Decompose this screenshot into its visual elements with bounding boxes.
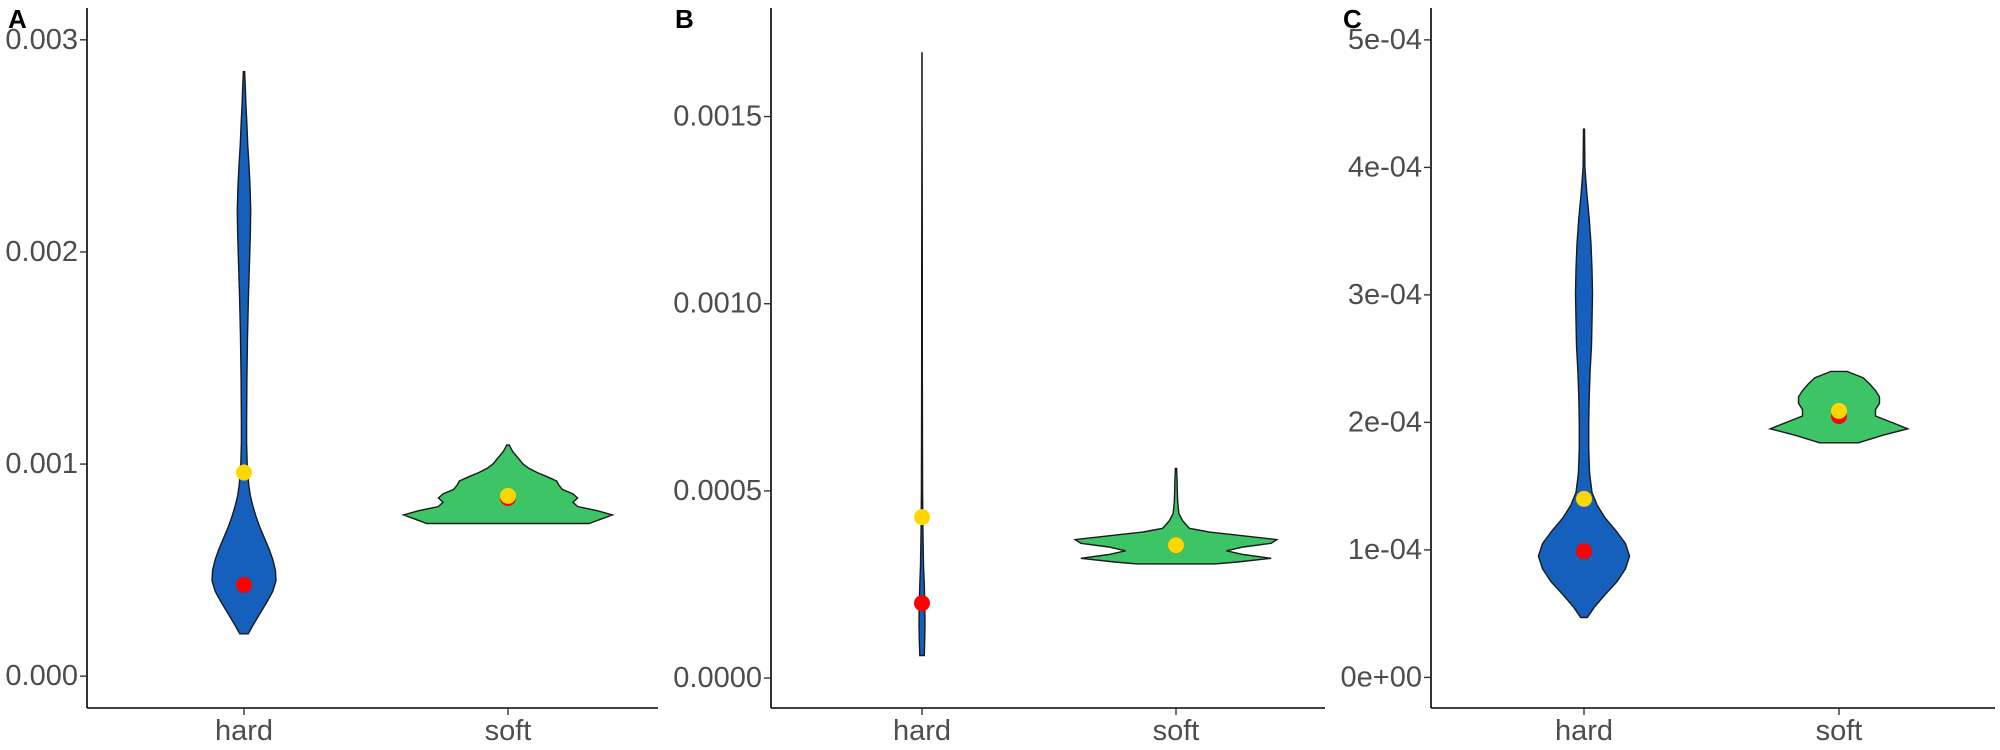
mean-point-hard (1576, 490, 1592, 507)
violin-hard (211, 70, 277, 635)
y-tick-label: 3e-04 (1348, 279, 1422, 311)
violin-hard (1537, 128, 1631, 619)
x-ticks-b: hard soft (893, 708, 1199, 747)
x-tick-label-soft: soft (1153, 715, 1200, 747)
y-tick-label: 0.000 (5, 660, 78, 692)
mean-point-hard (914, 509, 930, 526)
violin-soft (401, 444, 615, 525)
x-ticks-a: hard soft (215, 708, 531, 747)
x-ticks-c: hard soft (1555, 708, 1862, 747)
median-point-hard (1576, 543, 1592, 560)
y-tick-label: 0.002 (5, 236, 78, 268)
x-tick-label-hard: hard (215, 715, 273, 747)
x-tick-label-soft: soft (485, 715, 532, 747)
y-tick-label: 0.003 (5, 24, 78, 56)
y-tick-label: 0.001 (5, 448, 78, 480)
mean-point-soft (1168, 537, 1184, 554)
y-ticks-c: 0e+00 1e-04 2e-04 3e-04 4e-04 5e-04 (1341, 24, 1431, 693)
panel-a: A 0.000 0.001 0.002 0.003 hard soft (5, 4, 658, 747)
y-tick-label: 0.0010 (673, 288, 762, 320)
y-tick-label: 0e+00 (1341, 661, 1422, 693)
median-point-hard (236, 576, 252, 593)
mean-point-soft (1831, 402, 1847, 419)
y-ticks-a: 0.000 0.001 0.002 0.003 (5, 24, 87, 692)
mean-point-hard (236, 464, 252, 481)
y-tick-label: 2e-04 (1348, 406, 1422, 438)
x-tick-label-hard: hard (893, 715, 951, 747)
y-tick-label: 0.0005 (673, 475, 762, 507)
panel-label-c: C (1343, 4, 1362, 34)
median-point-hard (914, 595, 930, 612)
panel-label-b: B (675, 4, 694, 34)
y-tick-label: 4e-04 (1348, 151, 1422, 183)
violin-soft (1073, 467, 1279, 565)
y-tick-label: 5e-04 (1348, 24, 1422, 56)
x-tick-label-soft: soft (1816, 715, 1863, 747)
violin-hard (918, 52, 926, 657)
mean-point-soft (500, 487, 516, 504)
y-tick-label: 0.0015 (673, 101, 762, 133)
panel-c: C 0e+00 1e-04 2e-04 3e-04 4e-04 5e-04 ha… (1341, 4, 1995, 747)
y-tick-label: 0.0000 (673, 662, 762, 694)
x-tick-label-hard: hard (1555, 715, 1613, 747)
y-tick-label: 1e-04 (1348, 534, 1422, 566)
panel-label-a: A (8, 4, 27, 34)
y-ticks-b: 0.0000 0.0005 0.0010 0.0015 (673, 101, 771, 694)
panel-b: B 0.0000 0.0005 0.0010 0.0015 hard soft (673, 4, 1325, 747)
